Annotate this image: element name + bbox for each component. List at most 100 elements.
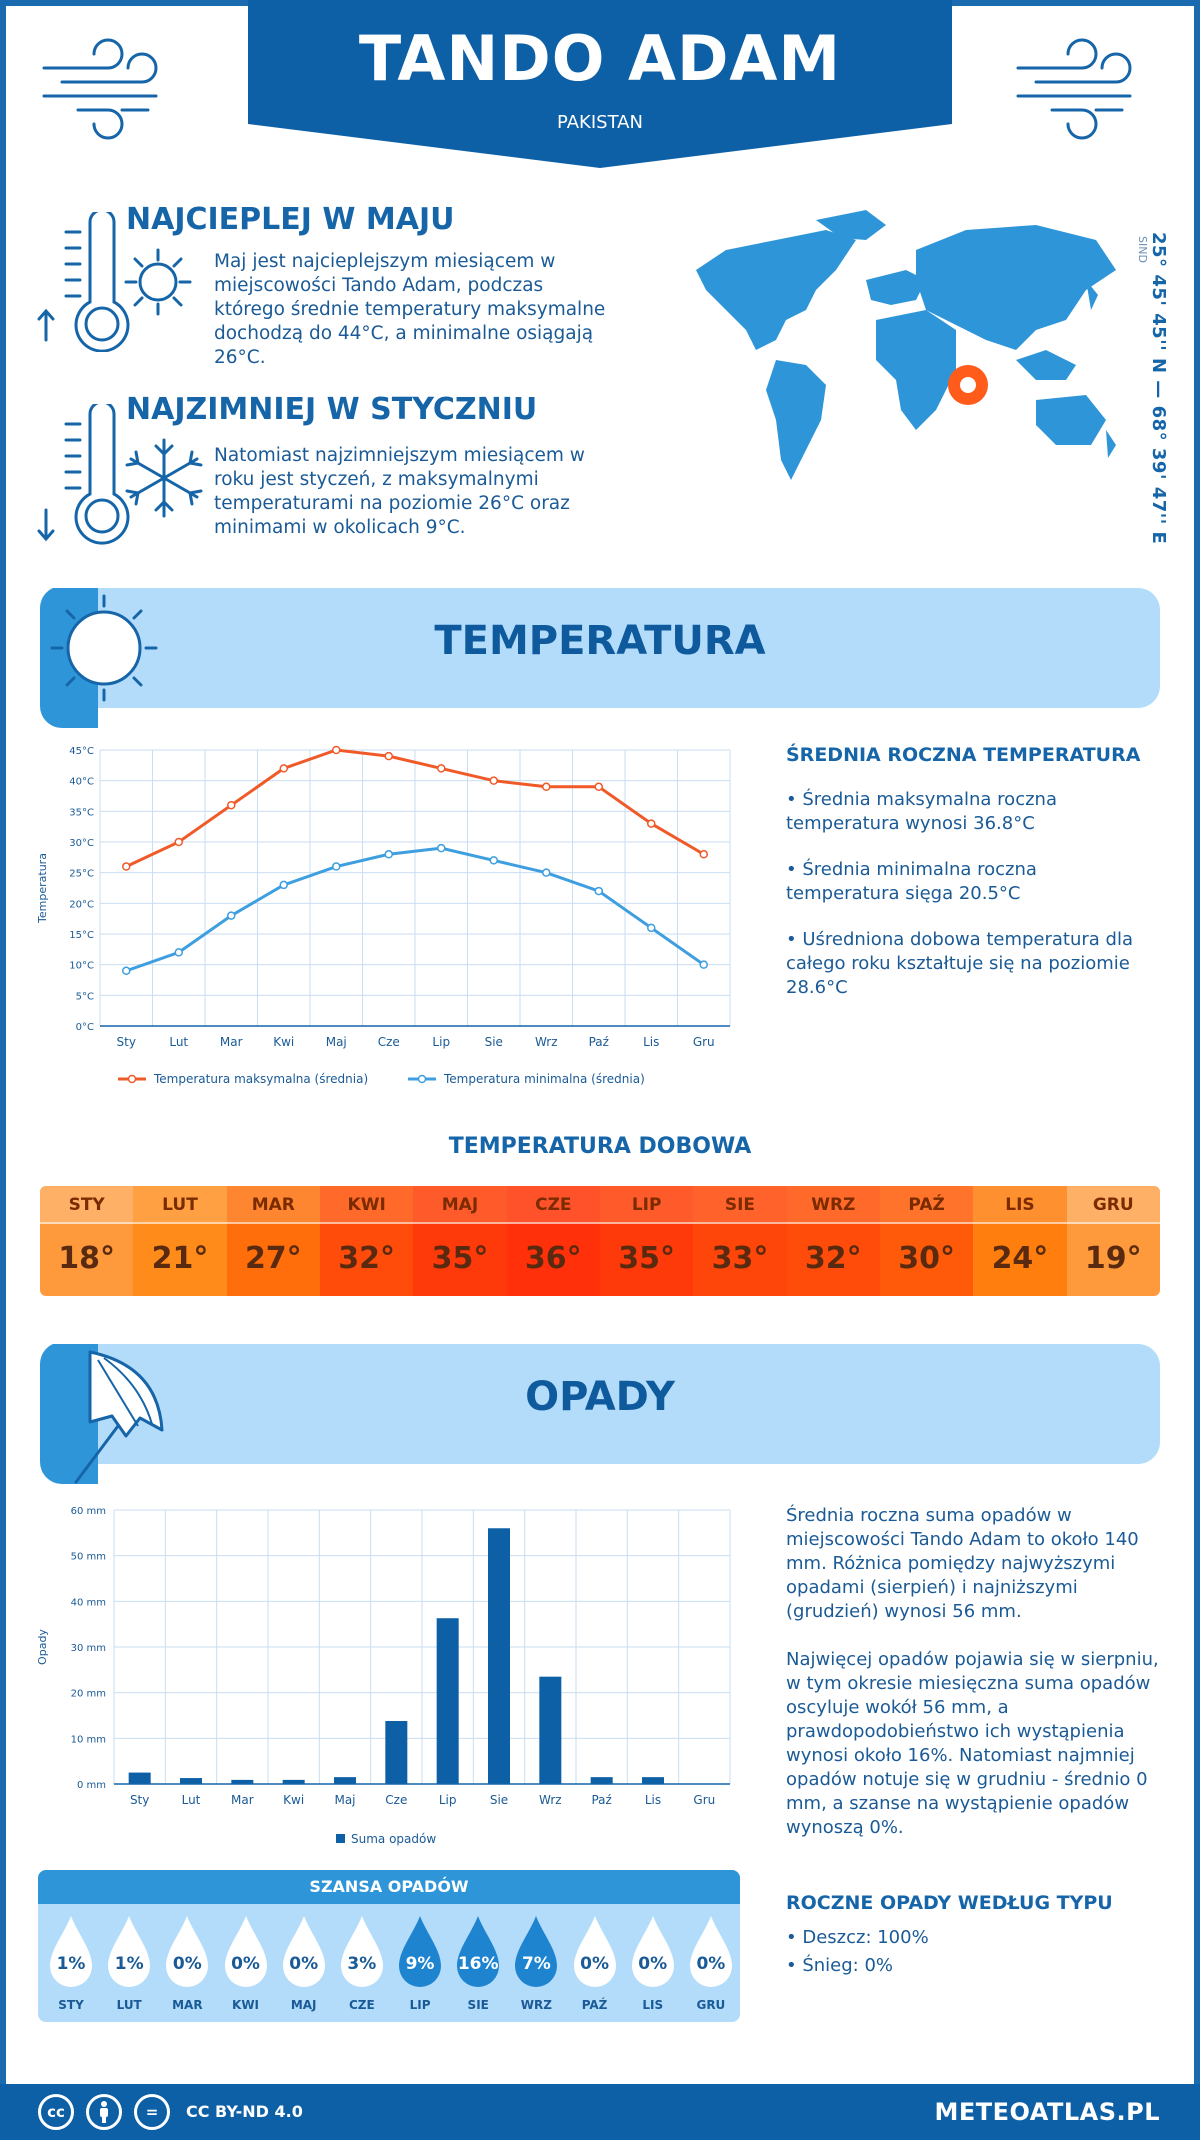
avg-max-text: • Średnia maksymalna roczna temperatura … [786,789,1057,834]
chance-drop: 9% LIP [391,1904,449,2022]
daily-temp-month: LUT [133,1186,227,1224]
precipitation-type-title: ROCZNE OPADY WEDŁUG TYPU [786,1892,1113,1914]
precipitation-bar [282,1779,305,1784]
daily-temp-month: MAR [226,1186,320,1224]
data-point [594,886,603,896]
legend-marker [417,1074,427,1084]
data-point [437,764,446,773]
y-tick-label: 50 mm [71,1552,106,1563]
chance-month: MAJ [290,1998,317,2012]
precipitation-banner: OPADY [40,1344,1160,1464]
daily-temp-cell: GRU 19° [1066,1186,1160,1296]
chance-value: 0% [172,1954,202,1974]
daily-temp-value: 21° [151,1241,209,1276]
daily-temp-value: 30° [898,1241,955,1276]
daily-temp-month: WRZ [786,1186,880,1224]
chance-value: 3% [347,1954,377,1974]
x-tick-label: Lip [432,1035,450,1049]
daily-temp-value: 19° [1084,1241,1142,1276]
x-tick-label: Wrz [539,1793,562,1807]
daily-temp-month: KWI [319,1186,414,1224]
x-tick-label: Lut [182,1793,201,1807]
chart-grid [113,1509,731,1785]
precipitation-bar [334,1777,356,1784]
chance-value: 7% [521,1954,551,1974]
x-tick-label: Paź [591,1793,611,1807]
attribution-icon [86,2094,122,2130]
daily-temp-value: 27° [244,1241,302,1276]
x-tick-label: Sty [117,1035,136,1049]
chance-value: 9% [405,1954,435,1974]
chance-value: 1% [114,1954,144,1974]
data-point [489,856,498,865]
avg-daily-text: • Uśredniona dobowa temperatura dla całe… [786,929,1134,998]
thermometer-snowflake-icon [37,404,203,545]
chance-drop: 3% CZE [333,1904,391,2022]
x-tick-label: Wrz [535,1035,558,1049]
daily-temp-month: CZE [506,1186,600,1224]
legend-label: Temperatura minimalna (średnia) [443,1072,645,1086]
x-tick-label: Kwi [283,1793,304,1807]
legend-label: Suma opadów [351,1832,436,1846]
chance-month: LIP [409,1998,431,2012]
daily-temp-cell: LIS 24° [973,1186,1067,1296]
daily-temp-cell: WRZ 32° [786,1186,880,1296]
data-point [332,862,341,871]
x-tick-label: Cze [385,1793,407,1807]
daily-temp-cell: CZE 36° [506,1186,600,1296]
precipitation-bar [539,1676,562,1784]
chance-value: 0% [580,1954,609,1974]
x-tick-label: Cze [378,1035,400,1049]
data-point [279,880,288,890]
raindrop-icon [689,1916,732,1987]
chance-drop: 1% LUT [100,1904,158,2022]
y-tick-label: 25°C [69,869,94,880]
chance-month: LUT [116,1998,142,2012]
y-tick-label: 0°C [76,1022,94,1033]
raindrop-icon [399,1916,442,1987]
city-title: TANDO ADAM [358,22,842,95]
footer: cc = CC BY-ND 4.0 METEOATLAS.PL [0,2084,1200,2140]
thermometer-sun-icon [37,212,192,352]
precipitation-bar [385,1720,408,1784]
chance-value: 0% [638,1954,668,1974]
daily-temp-cell: MAJ 35° [413,1186,507,1296]
header: TANDO ADAM PAKISTAN [248,0,952,168]
chance-drop: 0% MAR [158,1904,216,2022]
rain-share: • Deszcz: 100% [786,1927,929,1948]
x-tick-label: Lis [643,1035,659,1049]
precipitation-bar [642,1777,664,1784]
chance-drop: 0% GRU [682,1904,740,2022]
daily-temp-value: 33° [711,1241,769,1276]
snow-share: • Śnieg: 0% [786,1955,894,1976]
daily-temp-cell: KWI 32° [319,1186,414,1296]
x-tick-label: Gru [693,1793,715,1807]
data-point [384,751,393,761]
daily-temp-value: 36° [524,1241,582,1276]
y-axis-label: Temperatura [36,853,49,924]
x-tick-label: Lut [169,1035,188,1049]
daily-temp-month: GRU [1066,1186,1160,1224]
precipitation-chance-panel: SZANSA OPADÓW 1% STY 1% LUT 0% MAR 0% KWI 0% MAJ 3… [38,1870,740,2022]
temperature-chart: 0°C 5°C 10°C 15°C 20°C 25°C 30°C 35°C 40°C 45°C St… [36,745,731,1086]
daily-temp-value: 32° [804,1241,862,1276]
x-tick-label: Gru [693,1035,715,1049]
precipitation-summary: Średnia roczna suma opadów w miejscowośc… [786,1504,1160,1862]
y-tick-label: 45°C [69,746,94,757]
site-link[interactable]: METEOATLAS.PL [934,2098,1160,2126]
chance-drop: 1% STY [42,1904,100,2022]
data-point [279,764,288,773]
y-tick-label: 60 mm [71,1506,106,1517]
avg-min-text: • Średnia minimalna roczna temperatura s… [786,859,1037,904]
legend-marker [127,1074,137,1084]
daily-temperature-title: TEMPERATURA DOBOWA [448,1134,752,1159]
daily-temp-month: PAŹ [879,1186,974,1224]
x-tick-label: Lis [645,1793,661,1807]
precipitation-banner-title: OPADY [525,1374,675,1420]
daily-temp-cell: STY 18° [40,1186,134,1296]
hottest-text: Maj jest najcieplejszym miesiącem w miej… [214,251,606,368]
y-tick-label: 5°C [76,991,94,1002]
temperature-summary: ŚREDNIA ROCZNA TEMPERATURA • Średnia mak… [786,744,1156,1022]
data-point [122,966,131,976]
precipitation-bar [436,1618,459,1784]
